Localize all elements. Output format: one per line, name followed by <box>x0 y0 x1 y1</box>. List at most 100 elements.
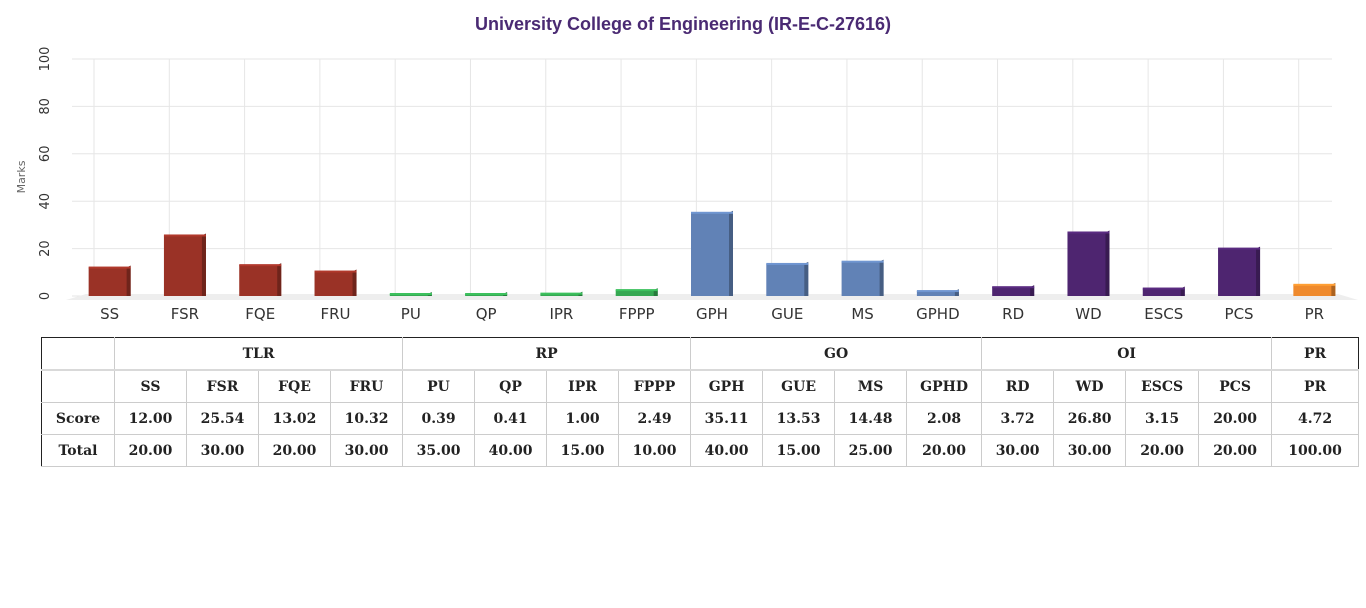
total-cell: 35.00 <box>402 434 476 467</box>
bar <box>1218 246 1261 296</box>
row-label: Score <box>41 402 115 435</box>
column-header-cell: WD <box>1053 369 1127 403</box>
column-header-cell: QP <box>474 369 548 403</box>
score-cell: 10.32 <box>329 402 404 435</box>
x-tick-label: PU <box>401 305 421 323</box>
bar <box>615 288 658 296</box>
y-tick-label: 80 <box>38 98 53 115</box>
x-tick-label: IPR <box>549 305 573 323</box>
bars <box>88 210 1336 296</box>
x-tick-label: GUE <box>771 305 803 323</box>
y-axis-label: Marks <box>15 160 28 193</box>
total-cell: 10.00 <box>618 434 692 467</box>
total-cell: 15.00 <box>762 434 836 467</box>
total-cell: 100.00 <box>1271 434 1359 467</box>
chart-title: University College of Engineering (IR-E-… <box>475 14 891 34</box>
bar <box>1067 230 1110 296</box>
x-tick-label: GPHD <box>916 305 960 323</box>
grid-lines <box>66 58 1358 300</box>
score-cell: 20.00 <box>1198 402 1273 435</box>
score-cell: 1.00 <box>546 402 620 435</box>
x-tick-label: FQE <box>245 305 275 323</box>
total-cell: 20.00 <box>1198 434 1273 467</box>
bar <box>389 292 432 296</box>
total-cell: 40.00 <box>474 434 548 467</box>
score-cell: 13.02 <box>258 402 331 435</box>
x-tick-label: MS <box>851 305 873 323</box>
score-cell: 12.00 <box>114 402 187 435</box>
bar <box>88 265 131 296</box>
total-cell: 30.00 <box>186 434 259 467</box>
score-cell: 2.49 <box>618 402 692 435</box>
bar <box>992 285 1035 296</box>
group-header-cell: RP <box>402 337 692 371</box>
score-cell: 4.72 <box>1271 402 1359 435</box>
x-tick-label: SS <box>100 305 119 323</box>
column-header-cell: GPH <box>690 369 764 403</box>
bar <box>841 259 884 296</box>
score-row: Score 12.00 25.54 13.02 10.32 0.39 0.41 1.00 2.… <box>41 402 1359 435</box>
bar <box>916 289 959 296</box>
column-header-cell: FPPP <box>618 369 692 403</box>
x-tick-label: WD <box>1075 305 1101 323</box>
y-tick-label: 20 <box>38 240 53 257</box>
x-axis-ticks: SS FSR FQE FRU PU QP IPR FPPP GPH GUE MS GPHD RD WD ES… <box>100 305 1324 323</box>
column-header-cell: FSR <box>186 369 259 403</box>
total-cell: 25.00 <box>834 434 908 467</box>
score-cell: 3.15 <box>1125 402 1200 435</box>
score-cell: 25.54 <box>186 402 259 435</box>
score-cell: 14.48 <box>834 402 908 435</box>
group-header-row: TLR RP GO OI PR <box>41 337 1359 371</box>
total-cell: 30.00 <box>329 434 404 467</box>
column-header-cell: GPHD <box>906 369 983 403</box>
corner-cell <box>41 369 115 403</box>
bar <box>314 269 357 296</box>
bar <box>1142 286 1185 296</box>
total-cell: 20.00 <box>258 434 331 467</box>
total-cell: 30.00 <box>981 434 1055 467</box>
y-tick-label: 100 <box>38 47 53 72</box>
bar <box>540 291 583 296</box>
column-header-cell: PCS <box>1198 369 1273 403</box>
group-header-cell: GO <box>690 337 983 371</box>
group-header-cell: OI <box>981 337 1273 371</box>
bar <box>691 210 733 296</box>
bar <box>766 261 809 296</box>
bar <box>465 292 508 296</box>
total-cell: 20.00 <box>906 434 983 467</box>
total-cell: 30.00 <box>1053 434 1127 467</box>
score-cell: 13.53 <box>762 402 836 435</box>
x-tick-label: QP <box>476 305 497 323</box>
x-tick-label: FPPP <box>619 305 655 323</box>
score-cell: 0.39 <box>402 402 476 435</box>
total-cell: 20.00 <box>114 434 187 467</box>
bar-chart: University College of Engineering (IR-E-… <box>15 14 1358 323</box>
row-label: Total <box>41 434 115 467</box>
column-header-cell: FRU <box>329 369 404 403</box>
score-cell: 2.08 <box>906 402 983 435</box>
column-header-cell: FQE <box>258 369 331 403</box>
score-cell: 0.41 <box>474 402 548 435</box>
score-cell: 3.72 <box>981 402 1055 435</box>
y-tick-label: 0 <box>38 292 53 300</box>
total-cell: 20.00 <box>1125 434 1200 467</box>
x-tick-label: RD <box>1002 305 1024 323</box>
x-tick-label: ESCS <box>1144 305 1183 323</box>
y-axis-ticks: 0 20 40 60 80 100 <box>38 47 53 301</box>
column-header-cell: RD <box>981 369 1055 403</box>
bar <box>163 233 206 296</box>
y-tick-label: 40 <box>38 193 53 210</box>
column-header-cell: ESCS <box>1125 369 1200 403</box>
bar <box>239 263 282 296</box>
group-header-cell: PR <box>1271 337 1359 371</box>
group-header-cell: TLR <box>113 337 404 371</box>
corner-cell <box>41 337 115 371</box>
column-header-cell: PR <box>1271 369 1359 403</box>
bar <box>1293 282 1336 296</box>
chart-floor <box>66 294 1358 300</box>
column-header-cell: MS <box>834 369 908 403</box>
column-header-cell: SS <box>114 369 187 403</box>
x-tick-label: FRU <box>321 305 351 323</box>
column-header-cell: GUE <box>762 369 836 403</box>
score-table: TLR RP GO OI PR SS FSR FQE FRU PU QP IPR FPPP GP… <box>41 337 1359 467</box>
